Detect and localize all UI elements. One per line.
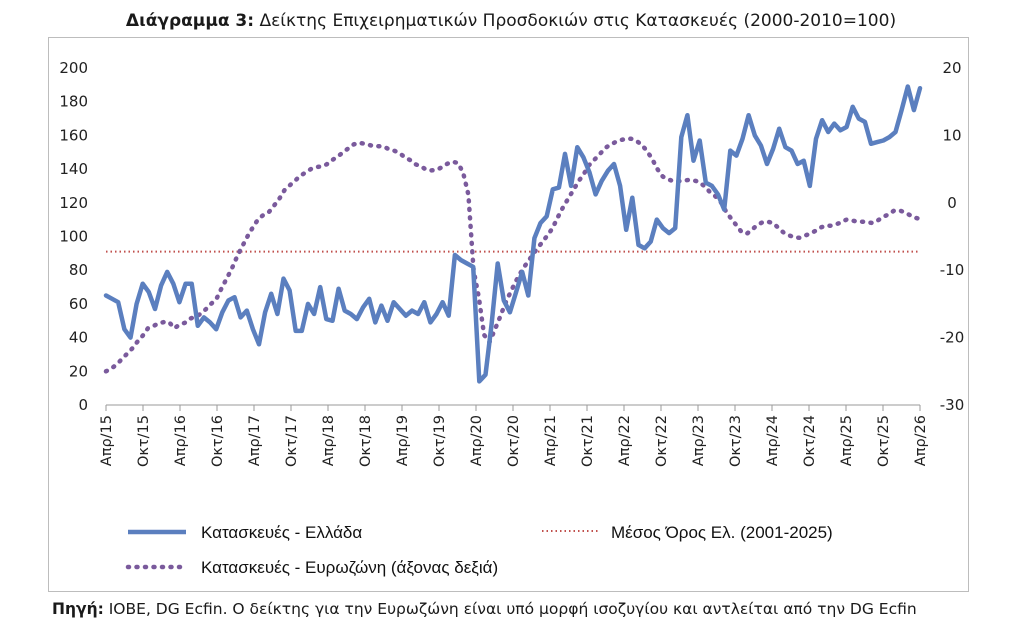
y-right-tick-label: 0 <box>947 194 957 212</box>
x-tick-label: Απρ/15 <box>99 415 115 466</box>
y-left-tick-label: 0 <box>78 396 88 414</box>
y-left-tick-label: 20 <box>69 362 88 380</box>
x-tick-label: Απρ/20 <box>469 415 485 466</box>
y-left-tick-label: 160 <box>59 126 88 144</box>
x-tick-label: Απρ/21 <box>543 415 559 466</box>
x-tick-label: Οκτ/16 <box>210 415 226 467</box>
y-left-tick-label: 60 <box>69 295 88 313</box>
x-tick-label: Οκτ/21 <box>580 415 596 467</box>
y-left-tick-label: 80 <box>69 261 88 279</box>
legend: Κατασκευές - Ελλάδα Μέσος Όρος Ελ. (2001… <box>125 523 833 577</box>
x-tick-label: Οκτ/20 <box>506 415 522 467</box>
source-label: Πηγή: <box>52 600 104 618</box>
x-tick-label: Οκτ/18 <box>358 415 374 467</box>
chart-title-label: Διάγραμμα 3: <box>125 11 255 31</box>
y-left-tick-label: 180 <box>59 93 88 111</box>
x-tick-label: Οκτ/17 <box>284 415 300 467</box>
x-tick-label: Οκτ/15 <box>136 415 152 467</box>
chart-frame <box>48 37 969 592</box>
x-tick-label: Οκτ/23 <box>728 415 744 467</box>
chart-title: Διάγραμμα 3: Δείκτης Επιχειρηματικών Προ… <box>0 11 1022 31</box>
x-tick-label: Απρ/23 <box>691 415 707 466</box>
x-tick-label: Απρ/26 <box>913 415 929 466</box>
y-left-tick-label: 120 <box>59 194 88 212</box>
x-tick-label: Οκτ/25 <box>876 415 892 467</box>
legend-label-greece: Κατασκευές - Ελλάδα <box>201 523 362 542</box>
x-tick-label: Απρ/17 <box>247 415 263 466</box>
x-tick-label: Απρ/22 <box>617 415 633 466</box>
legend-label-eurozone: Κατασκευές - Ευρωζώνη (άξονας δεξιά) <box>201 558 498 577</box>
construction-expectations-chart: 0 20 40 60 80 100 120 140 160 180 200 -30 -20 -10 0 10… <box>59 59 965 577</box>
source-note: Πηγή: IOBE, DG Ecfin. Ο δείκτης για την … <box>52 600 917 618</box>
x-tick-label: Απρ/18 <box>321 415 337 466</box>
x-tick-label: Οκτ/22 <box>654 415 670 467</box>
x-tick-label: Απρ/24 <box>765 415 781 466</box>
source-text: IOBE, DG Ecfin. Ο δείκτης για την Ευρωζώ… <box>103 600 917 618</box>
legend-label-average: Μέσος Όρος Ελ. (2001-2025) <box>611 523 833 542</box>
y-left-tick-label: 100 <box>59 228 88 246</box>
y-left-tick-label: 40 <box>69 329 88 347</box>
x-tick-label: Οκτ/19 <box>432 415 448 467</box>
x-tick-label: Απρ/25 <box>839 415 855 466</box>
y-left-tick-label: 140 <box>59 160 88 178</box>
x-tick-label: Απρ/16 <box>173 415 189 466</box>
y-right-tick-label: -10 <box>940 261 965 279</box>
x-tick-label: Απρ/19 <box>395 415 411 466</box>
series-line-eurozone <box>103 136 923 374</box>
series-line-greece <box>103 84 923 384</box>
chart-title-text: Δείκτης Επιχειρηματικών Προσδοκιών στις … <box>254 11 897 31</box>
y-right-tick-label: -20 <box>940 329 965 347</box>
y-right-tick-label: -30 <box>940 396 965 414</box>
y-right-tick-label: 10 <box>942 126 961 144</box>
y-left-tick-label: 200 <box>59 59 88 77</box>
x-tick-label: Οκτ/24 <box>802 415 818 467</box>
y-right-tick-label: 20 <box>942 59 961 77</box>
